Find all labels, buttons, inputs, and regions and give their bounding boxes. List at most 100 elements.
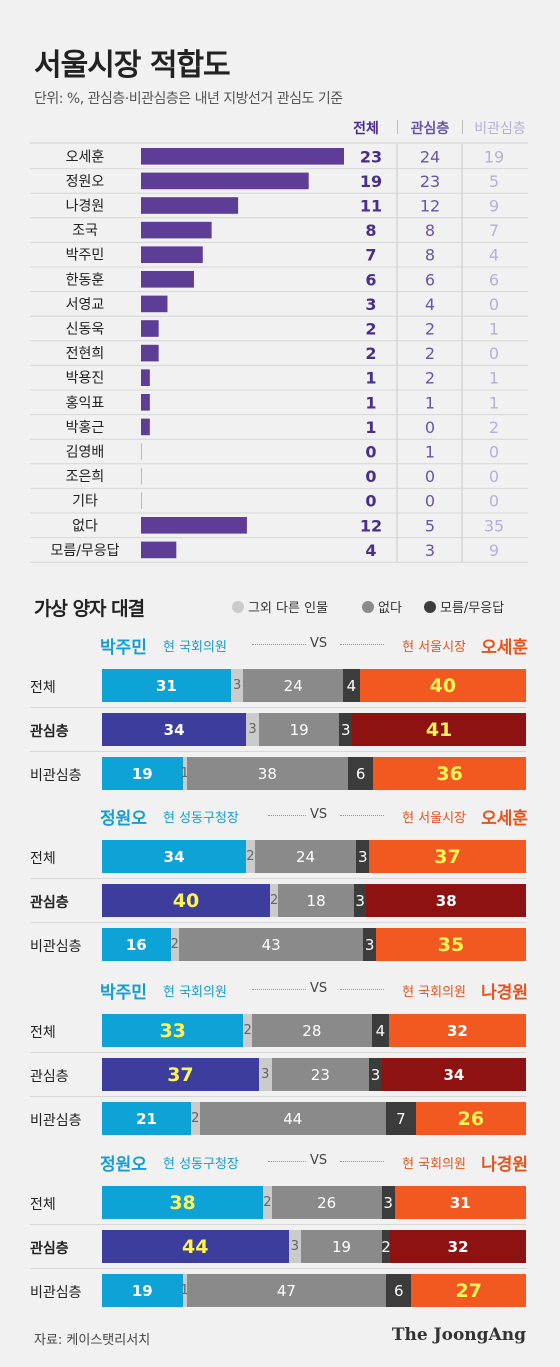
segment-right-candidate: 27 [411, 1274, 526, 1307]
matchup-header: 박주민 현 국회의원 VS 현 국회의원 나경원 [100, 978, 528, 1003]
dotted-line [340, 1161, 384, 1162]
legend-label: 모름/무응답 [440, 601, 505, 616]
category-label: 전현희 [66, 346, 105, 362]
segment-left-candidate: 21 [102, 1102, 192, 1135]
data-bar [141, 148, 344, 165]
category-label: 조국 [72, 223, 98, 239]
row-rule [30, 1224, 526, 1225]
segment-right-candidate: 35 [376, 928, 526, 961]
legend-item-unknown: 모름/무응답 [424, 597, 504, 616]
category-label: 신동욱 [66, 322, 105, 338]
segment-other: 3 [246, 713, 259, 746]
row-label: 관심층 [30, 895, 69, 911]
segment-right-candidate: 37 [369, 840, 526, 873]
right-candidate-role: 현 서울시장 [402, 640, 466, 655]
value-overall: 6 [365, 270, 376, 289]
segment-other: 2 [243, 1014, 252, 1047]
segment-none: 19 [301, 1230, 382, 1263]
segment-left-candidate: 34 [102, 840, 247, 873]
category-label: 서영교 [66, 297, 105, 313]
category-label: 한동훈 [66, 272, 105, 288]
dotted-line [340, 644, 384, 645]
value-noninterest: 9 [489, 541, 499, 560]
segment-left-candidate: 38 [102, 1186, 264, 1219]
row-label: 전체 [30, 680, 56, 696]
data-bar [141, 221, 212, 239]
data-bar [141, 517, 247, 534]
value-interest: 0 [425, 492, 435, 511]
value-interest: 1 [425, 443, 435, 462]
data-bar [141, 172, 309, 190]
value-noninterest: 0 [489, 344, 499, 363]
row-label: 비관심층 [30, 1285, 82, 1301]
segment-unknown: 3 [363, 928, 377, 961]
segment-other: 2 [269, 884, 279, 917]
value-overall: 0 [365, 492, 376, 511]
value-noninterest: 2 [489, 418, 499, 437]
segment-other: 1 [181, 757, 189, 790]
right-candidate-role: 현 서울시장 [402, 811, 466, 826]
segment-none: 47 [186, 1274, 387, 1307]
segment-unknown: 4 [371, 1014, 389, 1047]
value-interest: 12 [420, 197, 440, 216]
left-candidate-name: 박주민 [100, 983, 147, 1003]
value-noninterest: 6 [489, 270, 499, 289]
stacked-bar: 16 2 43 3 35 [102, 928, 526, 961]
row-rule [30, 1052, 526, 1053]
value-noninterest: 35 [484, 516, 504, 535]
segment-left-candidate: 33 [102, 1014, 244, 1047]
value-overall: 23 [360, 147, 382, 166]
stacked-bar: 40 2 18 3 38 [102, 884, 526, 917]
value-overall: 0 [365, 443, 376, 462]
dotted-line [268, 815, 306, 816]
segment-right-candidate: 31 [394, 1186, 526, 1219]
legend-label: 없다 [378, 601, 402, 616]
stacked-bar: 21 2 44 7 26 [102, 1102, 526, 1135]
col-header-overall: 전체 [353, 121, 379, 137]
right-candidate-role: 현 국회의원 [402, 985, 466, 1000]
right-candidate-name: 나경원 [481, 983, 528, 1003]
col-header-noninterest: 비관심층 [474, 121, 526, 137]
data-bar [141, 467, 142, 485]
data-bar [141, 443, 142, 460]
segment-other: 3 [258, 1058, 272, 1091]
segment-unknown: 3 [353, 884, 367, 917]
vs-label: VS [310, 636, 328, 651]
left-candidate-name: 박주민 [100, 638, 147, 658]
stacked-bar: 38 2 26 3 31 [102, 1186, 526, 1219]
stacked-bar: 19 1 38 6 36 [102, 757, 526, 790]
segment-left-candidate: 37 [102, 1058, 259, 1091]
category-label: 모름/무응답 [50, 543, 119, 559]
stacked-bar: 33 2 28 4 32 [102, 1014, 526, 1047]
data-bar [141, 320, 159, 337]
segment-other: 3 [230, 669, 244, 702]
segment-left-candidate: 31 [102, 669, 231, 702]
right-candidate-role: 현 국회의원 [402, 1157, 466, 1172]
value-interest: 8 [425, 246, 435, 265]
value-interest: 2 [425, 320, 435, 339]
header-divider [462, 120, 463, 134]
category-label: 나경원 [66, 199, 105, 215]
data-bar [141, 271, 194, 288]
right-candidate-name: 오세훈 [481, 809, 528, 829]
data-bar [141, 394, 150, 411]
row-label: 전체 [30, 1197, 56, 1213]
row-label: 비관심층 [30, 939, 82, 955]
legend-item-none: 없다 [362, 597, 402, 616]
stacked-bar: 44 3 19 2 32 [102, 1230, 526, 1263]
stacked-bar: 31 3 24 4 40 [102, 669, 526, 702]
segment-unknown: 3 [369, 1058, 382, 1091]
segment-unknown: 6 [386, 1274, 412, 1307]
segment-none: 24 [254, 840, 357, 873]
segment-unknown: 7 [386, 1102, 416, 1135]
value-overall: 1 [365, 418, 376, 437]
row-label: 관심층 [30, 1241, 69, 1257]
segment-other: 3 [288, 1230, 302, 1263]
value-overall: 1 [365, 393, 376, 412]
dotted-line [340, 815, 384, 816]
dotted-line [340, 989, 384, 990]
row-label: 관심층 [30, 1069, 69, 1085]
category-label: 박용진 [66, 371, 105, 387]
left-candidate-role: 현 성동구청장 [163, 1157, 239, 1172]
category-label: 홍익표 [66, 395, 105, 411]
